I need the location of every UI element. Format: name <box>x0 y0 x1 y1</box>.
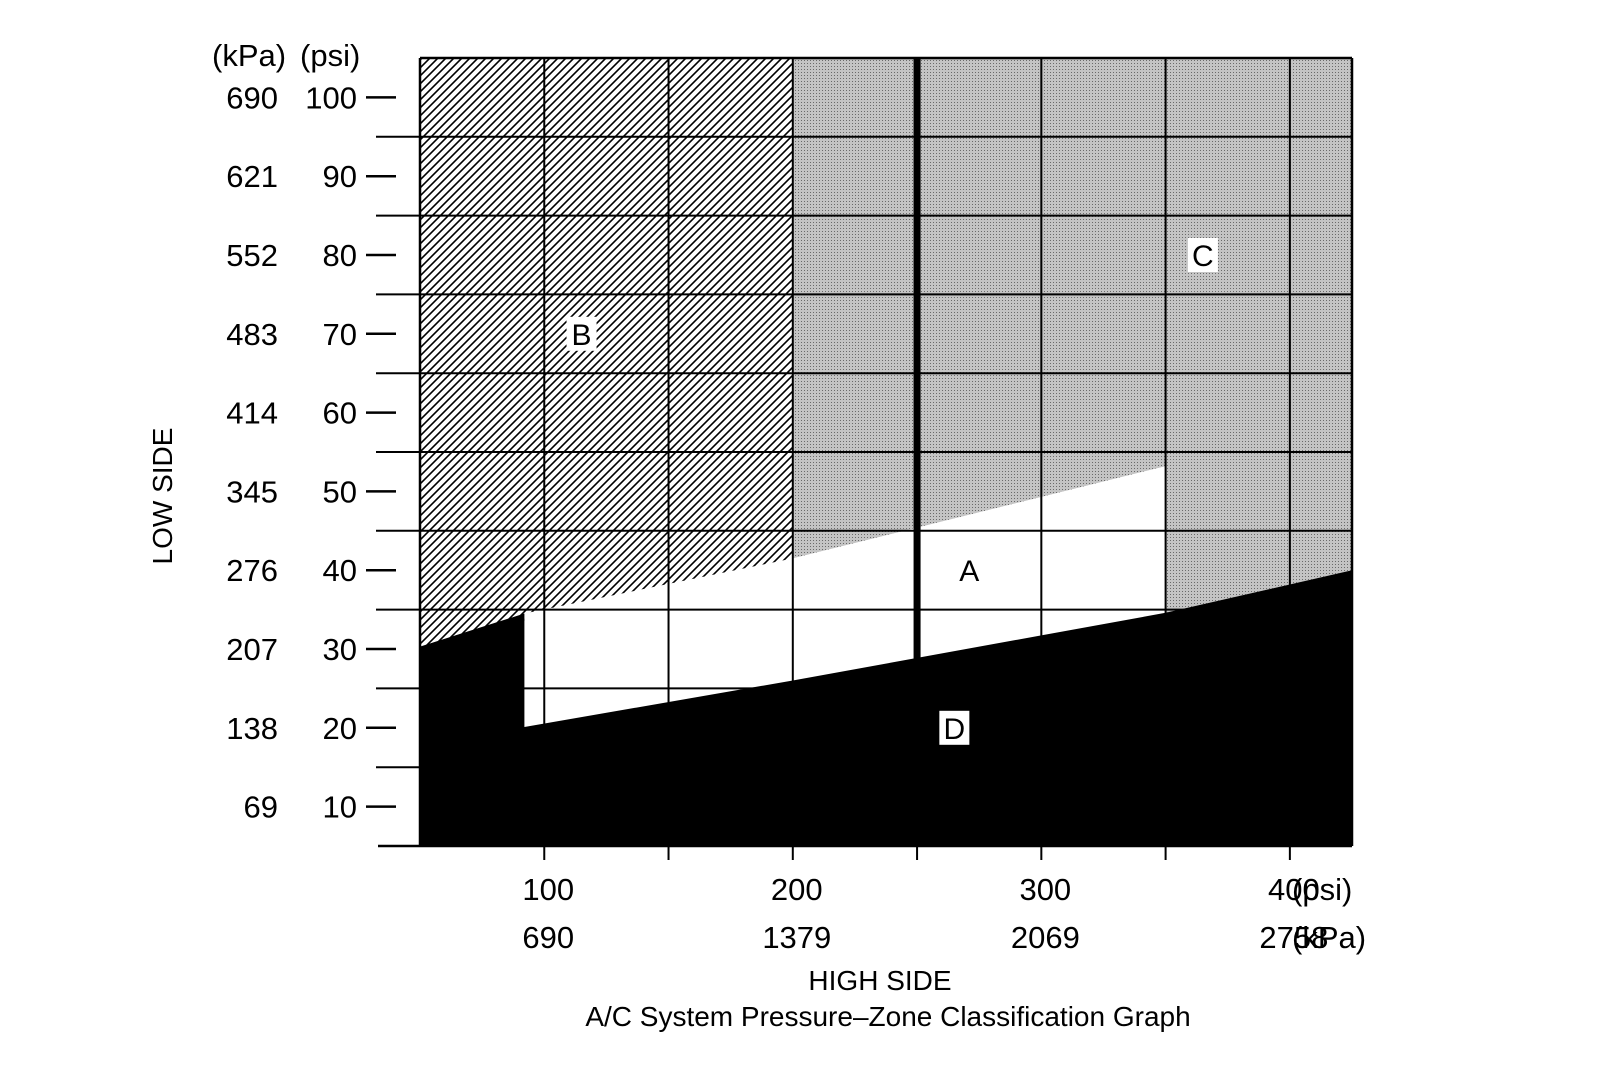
y-tick-label-kpa: 69 <box>244 790 278 825</box>
y-tick-label-kpa: 690 <box>226 80 278 115</box>
zone-d-badge <box>939 710 970 745</box>
y-tick-label-psi: 10 <box>323 790 357 825</box>
axes-layer <box>366 56 1354 860</box>
zone-b-area <box>420 58 793 647</box>
zones-layer <box>420 58 1352 846</box>
y-tick-label-kpa: 276 <box>226 553 278 588</box>
y-tick-label-psi: 80 <box>323 238 357 273</box>
zone-c-label: C <box>1192 240 1214 273</box>
y-tick-label-psi: 90 <box>323 159 357 194</box>
y-tick-label-kpa: 552 <box>226 238 278 273</box>
grid-layer <box>376 58 1352 846</box>
x-tick-label-psi: 200 <box>771 872 823 907</box>
x-axis-title: HIGH SIDE <box>808 965 951 996</box>
y-tick-label-psi: 50 <box>323 474 357 509</box>
y-unit-kpa-label: (kPa) <box>212 38 286 73</box>
y-tick-label-psi: 60 <box>323 396 357 431</box>
x-tick-label-kpa: 690 <box>522 920 574 955</box>
y-tick-label-psi: 70 <box>323 317 357 352</box>
x-tick-label-psi: 100 <box>522 872 574 907</box>
y-tick-label-kpa: 207 <box>226 632 278 667</box>
y-tick-label-psi: 40 <box>323 553 357 588</box>
y-tick-label-kpa: 483 <box>226 317 278 352</box>
x-tick-label-kpa: 2069 <box>1011 920 1080 955</box>
zone-a-label: A <box>959 555 979 588</box>
labels-layer: 1006902001379300206940027581006909062180… <box>226 80 1328 955</box>
y-axis-title: LOW SIDE <box>147 428 178 565</box>
zone-c-badge <box>1187 238 1218 272</box>
zone-b-badge <box>566 316 597 351</box>
y-tick-label-kpa: 138 <box>226 711 278 746</box>
x-tick-label-kpa: 1379 <box>762 920 831 955</box>
y-tick-label-psi: 20 <box>323 711 357 746</box>
zone-c-area <box>792 58 1352 613</box>
x-tick-label-psi: 400 <box>1268 872 1320 907</box>
y-tick-label-kpa: 621 <box>226 159 278 194</box>
x-tick-label-psi: 300 <box>1019 872 1071 907</box>
x-tick-label-kpa: 2758 <box>1259 920 1328 955</box>
chart-title: A/C System Pressure–Zone Classification … <box>585 1001 1190 1032</box>
x-unit-kpa-label: (kPa) <box>1292 920 1366 955</box>
y-tick-label-kpa: 414 <box>226 396 278 431</box>
y-unit-psi-label: (psi) <box>300 38 360 73</box>
x-unit-psi-label: (psi) <box>1292 872 1352 907</box>
zone-d-area <box>420 570 1352 846</box>
zone-b-label: B <box>572 319 592 352</box>
y-tick-label-psi: 100 <box>305 80 357 115</box>
zone-d-label: D <box>944 713 966 746</box>
y-tick-label-psi: 30 <box>323 632 357 667</box>
y-tick-label-kpa: 345 <box>226 474 278 509</box>
